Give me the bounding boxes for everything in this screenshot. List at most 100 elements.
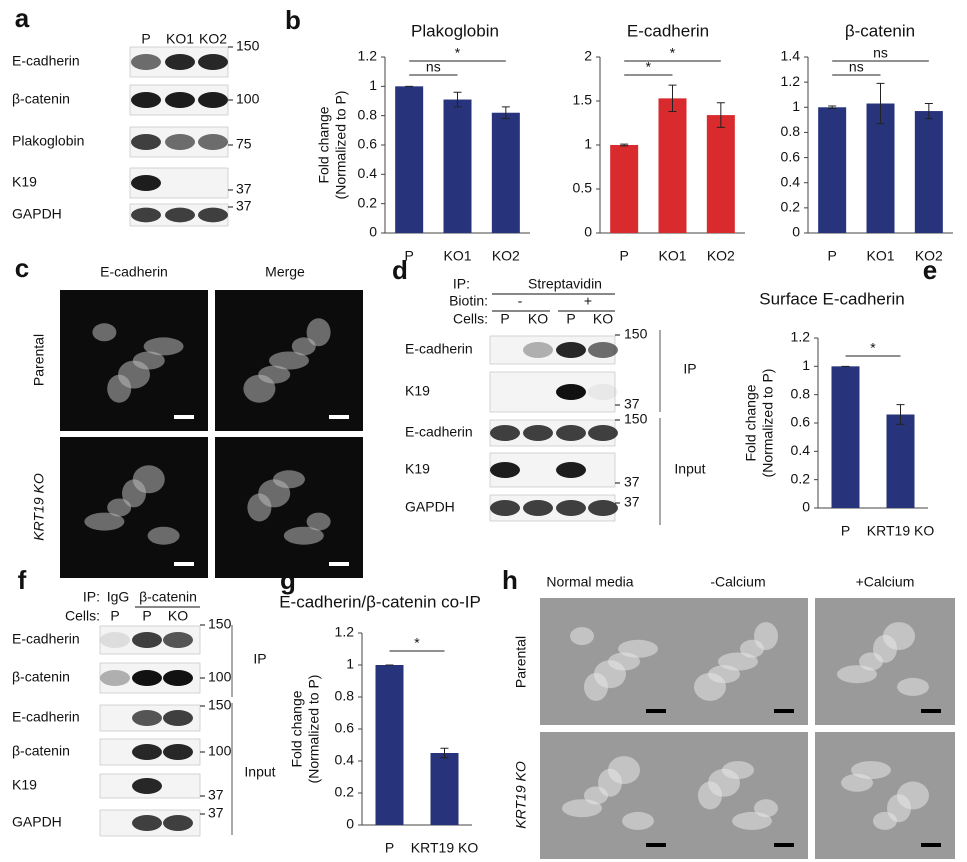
- band: [556, 425, 586, 441]
- bar: [375, 665, 404, 825]
- label: KO1: [166, 31, 194, 47]
- blot-strip: [129, 167, 229, 199]
- label: P: [385, 840, 394, 856]
- y-tick-label: 0.2: [335, 784, 355, 800]
- y-tick-label: 0.4: [791, 442, 811, 458]
- label: GAPDH: [12, 206, 62, 222]
- cell: [708, 665, 740, 684]
- scale-bar: [921, 843, 941, 847]
- y-tick-label: 0: [584, 224, 592, 240]
- y-tick-label: 0.8: [358, 106, 378, 122]
- label: 100: [208, 669, 232, 685]
- band: [131, 92, 161, 108]
- error-bar: [876, 82, 885, 125]
- label: IP:: [453, 276, 470, 292]
- band: [523, 500, 553, 516]
- label: GAPDH: [12, 814, 62, 830]
- micrograph: [815, 732, 955, 859]
- label: ns: [849, 59, 864, 75]
- panel-letter: b: [285, 5, 301, 35]
- band: [131, 54, 161, 70]
- label: ns: [426, 59, 441, 75]
- cell: [897, 677, 929, 696]
- band: [556, 384, 586, 400]
- band: [523, 342, 553, 358]
- label: KO: [168, 608, 188, 624]
- bar: [818, 107, 847, 233]
- label: 37: [624, 474, 640, 490]
- label: E-cadherin: [12, 709, 80, 725]
- label: IP:: [83, 589, 100, 605]
- label: 37: [236, 198, 252, 214]
- band: [163, 815, 193, 831]
- bar: [914, 111, 943, 233]
- label: E-cadherin: [12, 53, 80, 69]
- cell: [732, 811, 772, 830]
- y-tick-label: 0.6: [358, 136, 378, 152]
- label: β-catenin: [12, 669, 70, 685]
- label: β-catenin: [845, 21, 915, 40]
- label: KRT19 KO: [411, 840, 479, 856]
- y-tick-label: 0.8: [781, 123, 801, 139]
- band: [131, 175, 161, 191]
- scale-bar: [646, 843, 666, 847]
- bar: [658, 98, 687, 233]
- panel-letter: h: [502, 565, 518, 595]
- band: [588, 425, 618, 441]
- cell: [887, 794, 911, 823]
- band: [556, 462, 586, 478]
- error-bar: [453, 91, 462, 108]
- label: K19: [12, 777, 37, 793]
- label: Streptavidin: [528, 276, 602, 292]
- band: [523, 425, 553, 441]
- cell: [247, 493, 272, 522]
- band: [131, 134, 161, 150]
- error-bar: [896, 404, 905, 425]
- label: E-cadherin: [405, 424, 473, 440]
- y-tick-label: 0.4: [781, 173, 801, 189]
- band: [163, 744, 193, 760]
- cell: [608, 652, 640, 671]
- label: ns: [873, 45, 888, 61]
- cell: [84, 512, 125, 531]
- label: *: [670, 45, 676, 61]
- label: 37: [208, 787, 224, 803]
- label: E-cadherin: [12, 631, 80, 647]
- scale-bar: [329, 562, 349, 566]
- micrograph: [668, 732, 808, 859]
- y-tick-label: 1: [802, 357, 810, 373]
- label: 37: [236, 181, 252, 197]
- cell: [291, 337, 316, 356]
- label: 100: [236, 91, 260, 107]
- scale-bar: [921, 709, 941, 713]
- y-tick-label: 0.5: [573, 180, 593, 196]
- label: 75: [236, 136, 252, 152]
- label: Cells:: [453, 311, 488, 327]
- label: +: [584, 293, 592, 309]
- blot-strip: [489, 371, 616, 413]
- label: KO1: [866, 248, 894, 264]
- cell: [598, 768, 622, 797]
- band: [132, 670, 162, 686]
- panel-letter: e: [923, 255, 937, 285]
- band: [165, 207, 195, 223]
- bar: [610, 145, 639, 233]
- label: Input: [244, 764, 275, 780]
- row-label: Fold change: [743, 384, 759, 461]
- label: Plakoglobin: [411, 21, 499, 40]
- band: [100, 632, 130, 648]
- label: Input: [674, 461, 705, 477]
- label: 150: [208, 616, 232, 632]
- label: Cells:: [65, 608, 100, 624]
- label: P: [142, 608, 151, 624]
- band: [165, 92, 195, 108]
- label: KRT19 KO: [867, 523, 935, 539]
- bar: [706, 115, 735, 233]
- band: [163, 632, 193, 648]
- cell: [269, 351, 309, 370]
- label: P: [110, 608, 119, 624]
- y-tick-label: 0.8: [791, 385, 811, 401]
- label: 150: [624, 411, 648, 427]
- label: *: [414, 635, 420, 651]
- band: [132, 744, 162, 760]
